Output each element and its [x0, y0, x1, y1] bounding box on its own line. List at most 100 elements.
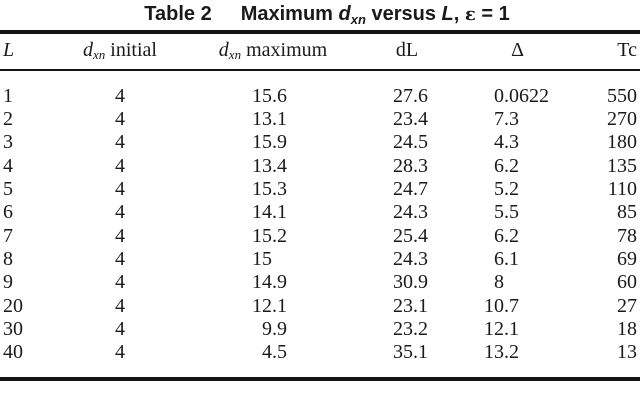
- integer-part: 24: [393, 201, 413, 224]
- table-row: 2 4 13.1 23.4 7.3 270: [0, 108, 640, 131]
- cell-Tc: 60: [617, 271, 637, 294]
- integer-part: 15: [252, 85, 272, 107]
- integer-part: 8: [494, 271, 504, 294]
- table-body: 1 4 15.6 27.6 0.0622 550 2 4 13.1 23.4 7.3 270 3 4 15.…: [0, 70, 640, 377]
- header-row: L dxn initial dxn maximum dL Δ Tc: [0, 34, 640, 71]
- cell-L: 5: [3, 178, 13, 201]
- fraction-part: .1: [272, 294, 287, 317]
- cell-dL: 23.1: [340, 294, 460, 317]
- fraction-part: .3: [413, 154, 428, 177]
- col-header-dxn-initial: dxn initial: [60, 34, 180, 71]
- header-maximum-label: maximum: [246, 39, 328, 61]
- integer-part: 23: [393, 108, 413, 131]
- integer-part: 24: [393, 178, 413, 201]
- integer-part: 15: [252, 131, 272, 154]
- table-top-double-rule: [0, 30, 640, 34]
- fraction-part: .6: [413, 85, 428, 107]
- integer-part: 12: [252, 294, 272, 317]
- col-header-L: L: [0, 34, 60, 71]
- cell-Tc: 85: [617, 201, 637, 224]
- fraction-part: .1: [272, 201, 287, 224]
- table-row: 7 4 15.2 25.4 6.2 78: [0, 224, 640, 247]
- caption-var-dxn: d: [338, 3, 351, 25]
- cell-L: 1: [3, 85, 13, 107]
- fraction-part: .7: [413, 178, 428, 201]
- caption-pre: Maximum: [240, 3, 339, 25]
- integer-part: 6: [494, 224, 504, 247]
- integer-part: 12: [484, 317, 504, 340]
- integer-part: 14: [252, 201, 272, 224]
- cell-dL: 24.3: [340, 201, 460, 224]
- fraction-part: .3: [504, 131, 519, 154]
- fraction-part: .7: [504, 294, 519, 317]
- cell-Tc: 180: [607, 131, 637, 154]
- cell-dL: 24.3: [340, 248, 460, 271]
- fraction-part: .1: [504, 247, 519, 270]
- integer-part: 13: [252, 108, 272, 131]
- col-header-delta: Δ: [460, 34, 575, 71]
- cell-initial: 4: [115, 178, 125, 201]
- cell-delta: 7.3: [460, 108, 575, 131]
- integer-part: 23: [393, 317, 413, 340]
- integer-part: 27: [393, 85, 413, 107]
- cell-delta: 13.2: [460, 341, 575, 377]
- cell-L: 8: [3, 247, 13, 270]
- cell-dL: 23.4: [340, 108, 460, 131]
- cell-L: 20: [3, 294, 23, 317]
- header-initial-label: initial: [110, 39, 157, 61]
- cell-L: 6: [3, 201, 13, 224]
- cell-max: 15: [180, 248, 340, 271]
- table-row: 40 4 4.5 35.1 13.2 13: [0, 341, 640, 377]
- cell-max: 12.1: [180, 294, 340, 317]
- cell-max: 15.9: [180, 131, 340, 154]
- integer-part: 15: [252, 224, 272, 247]
- cell-initial: 4: [115, 201, 125, 224]
- caption-epsilon-value: = 1: [475, 3, 510, 25]
- integer-part: 4: [494, 131, 504, 154]
- cell-Tc: 18: [617, 317, 637, 340]
- header-dxn-subscript: xn: [228, 47, 242, 62]
- cell-dL: 35.1: [340, 341, 460, 377]
- cell-Tc: 13: [617, 340, 637, 363]
- fraction-part: .2: [272, 224, 287, 247]
- header-delta-symbol: Δ: [511, 39, 524, 61]
- cell-Tc: 27: [617, 294, 637, 317]
- header-dxn-var: d: [83, 39, 94, 61]
- cell-dL: 25.4: [340, 224, 460, 247]
- cell-max: 13.4: [180, 155, 340, 178]
- integer-part: 0: [494, 85, 504, 107]
- cell-initial: 4: [115, 271, 125, 294]
- fraction-part: .2: [504, 178, 519, 201]
- caption-var-dxn-subscript: xn: [350, 12, 366, 27]
- header-dxn-subscript: xn: [93, 47, 106, 62]
- cell-delta: 6.2: [460, 155, 575, 178]
- cell-initial: 4: [115, 340, 125, 363]
- fraction-part: .1: [413, 294, 428, 317]
- table-row: 9 4 14.9 30.9 8 60: [0, 271, 640, 294]
- integer-part: 5: [494, 178, 504, 201]
- fraction-part: .3: [413, 247, 428, 270]
- fraction-part: .2: [504, 224, 519, 247]
- fraction-part: .2: [504, 154, 519, 177]
- cell-delta: 5.2: [460, 178, 575, 201]
- cell-max: 4.5: [180, 341, 340, 377]
- col-header-dL: dL: [340, 34, 460, 71]
- integer-part: 25: [393, 224, 413, 247]
- cell-max: 15.2: [180, 224, 340, 247]
- fraction-part: .6: [272, 85, 287, 107]
- integer-part: 14: [252, 271, 272, 294]
- table-row: 3 4 15.9 24.5 4.3 180: [0, 131, 640, 154]
- cell-delta: 8: [460, 271, 575, 294]
- cell-dL: 23.2: [340, 318, 460, 341]
- data-table: L dxn initial dxn maximum dL Δ Tc 1 4 15.6 27…: [0, 34, 640, 377]
- integer-part: 23: [393, 294, 413, 317]
- integer-part: 4: [262, 340, 272, 363]
- fraction-part: .9: [272, 317, 287, 340]
- fraction-part: .5: [272, 340, 287, 363]
- cell-initial: 4: [115, 108, 125, 131]
- header-dxn-var: d: [218, 39, 229, 61]
- cell-initial: 4: [115, 85, 125, 107]
- integer-part: 6: [494, 154, 504, 177]
- integer-part: 5: [494, 201, 504, 224]
- cell-initial: 4: [115, 317, 125, 340]
